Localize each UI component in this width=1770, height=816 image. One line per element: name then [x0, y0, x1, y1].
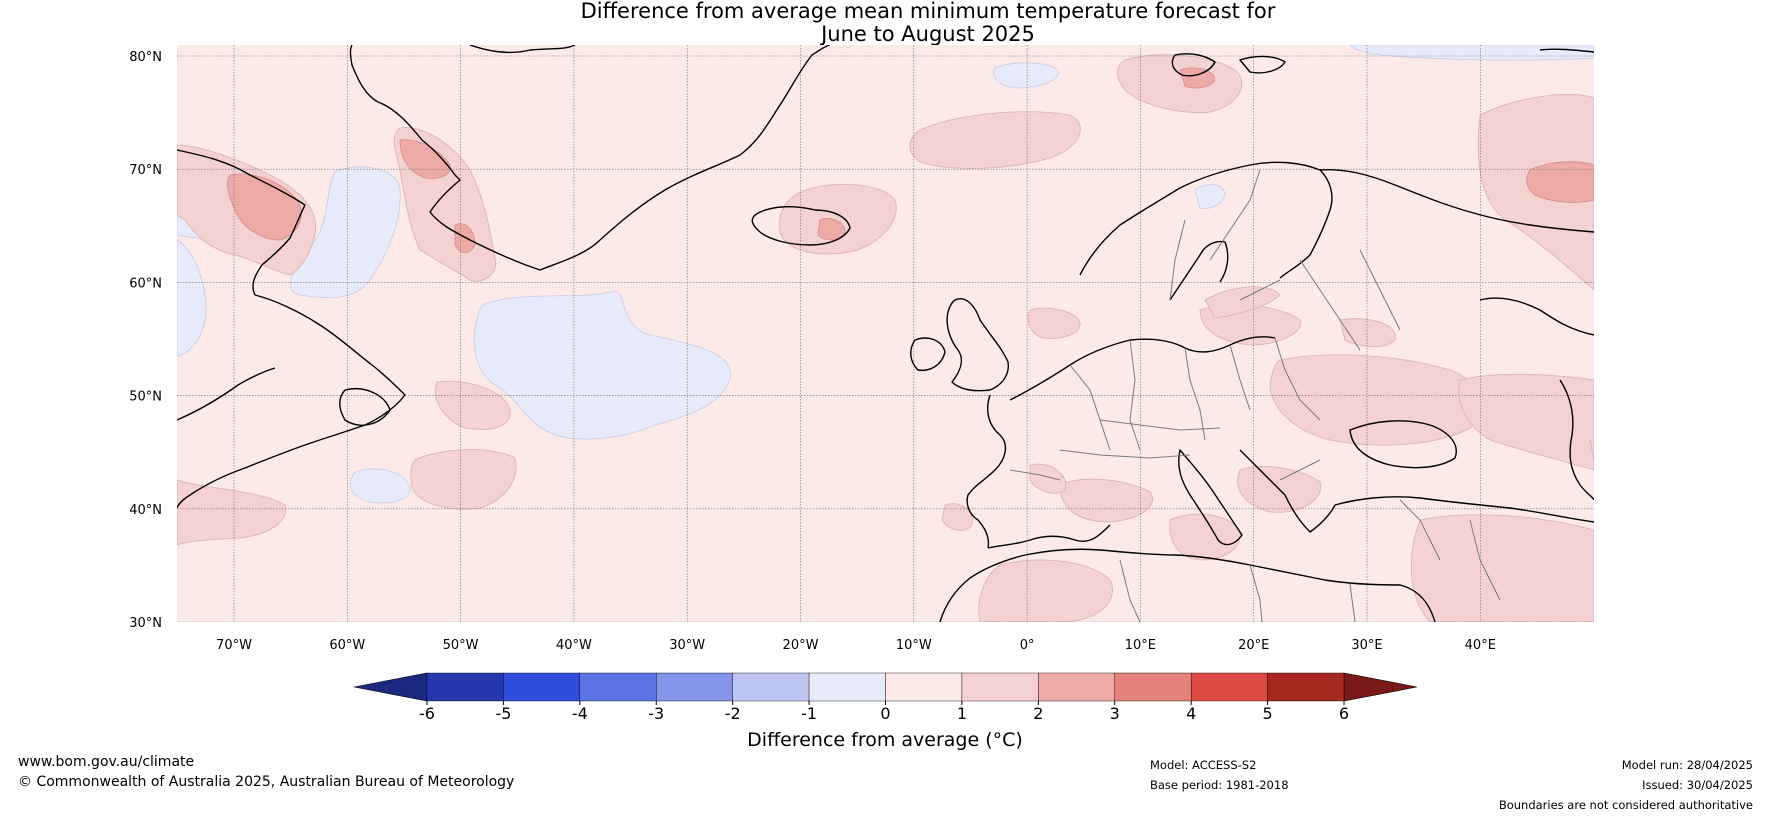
longitude-label: 70°W [216, 638, 252, 653]
coastlines [177, 45, 1594, 622]
colorbar-segment [885, 672, 963, 702]
website-link[interactable]: www.bom.gov.au/climate [18, 754, 195, 770]
longitude-label: 40°W [556, 638, 592, 653]
colorbar-segment [579, 672, 657, 702]
colorbar-segment [1114, 672, 1192, 702]
longitude-label: 20°W [783, 638, 819, 653]
colorbar-tick-label: -5 [495, 704, 511, 723]
colorbar-tick-label: -4 [572, 704, 588, 723]
colorbar-tick-label: -3 [648, 704, 664, 723]
longitude-label: 60°W [329, 638, 365, 653]
copyright-text: © Commonwealth of Australia 2025, Austra… [18, 774, 515, 790]
latitude-label: 30°N [129, 616, 162, 631]
colorbar-tick-label: -6 [419, 704, 435, 723]
anomaly-contours [177, 45, 1594, 622]
colorbar: -6 -5 -4 -3 -2 -1 0 1 2 3 4 5 6 [353, 672, 1418, 723]
base-period-text: Base period: 1981-2018 [1150, 778, 1289, 792]
longitude-labels: 70°W 60°W 50°W 40°W 30°W 20°W 10°W 0° 10°E 20°E 30… [216, 638, 1496, 653]
footer-right: Model run: 28/04/2025 Issued: 30/04/2025… [1499, 755, 1753, 815]
footer-model-info: Model: ACCESS-S2 Base period: 1981-2018 [1150, 755, 1289, 795]
colorbar-over-arrow [1343, 672, 1418, 702]
colorbar-under-arrow [353, 672, 428, 702]
latitude-label: 70°N [129, 163, 162, 178]
disclaimer-text: Boundaries are not considered authoritat… [1498, 798, 1753, 812]
title-line-1: Difference from average mean minimum tem… [580, 0, 1276, 23]
latitude-label: 40°N [129, 503, 162, 518]
colorbar-tick-label: 0 [880, 704, 890, 723]
country-boundaries [1009, 169, 1501, 622]
longitude-label: 40°E [1465, 638, 1496, 653]
footer-left: www.bom.gov.au/climate © Commonwealth of… [18, 752, 514, 792]
colorbar-label: Difference from average (°C) [747, 729, 1023, 751]
latitude-label: 80°N [129, 50, 162, 65]
latitude-label: 50°N [129, 390, 162, 405]
longitude-label: 50°W [443, 638, 479, 653]
model-run-text: Model run: 28/04/2025 [1621, 758, 1753, 772]
colorbar-tick-label: -2 [725, 704, 741, 723]
title-line-2: June to August 2025 [821, 22, 1035, 46]
longitude-label: 20°E [1238, 638, 1269, 653]
latitude-label: 60°N [129, 276, 162, 291]
cool-patch-labrador [290, 166, 401, 299]
colorbar-tick-label: 4 [1186, 704, 1196, 723]
cool-patch-atlantic [473, 290, 731, 440]
colorbar-tick-label: 1 [957, 704, 967, 723]
longitude-label: 10°W [896, 638, 932, 653]
issued-text: Issued: 30/04/2025 [1642, 778, 1753, 792]
colorbar-segment [426, 672, 504, 702]
cool-patch-north [993, 62, 1059, 89]
colorbar-segment [1038, 672, 1115, 702]
colorbar-segment [1190, 672, 1268, 702]
colorbar-tick-label: 2 [1033, 704, 1043, 723]
model-text: Model: ACCESS-S2 [1150, 758, 1257, 772]
longitude-label: 10°E [1125, 638, 1156, 653]
colorbar-tick-label: 3 [1110, 704, 1120, 723]
colorbar-tick-label: 6 [1339, 704, 1349, 723]
colorbar-segment [732, 672, 810, 702]
colorbar-tick-label: 5 [1262, 704, 1272, 723]
colorbar-segment [1267, 672, 1345, 702]
colorbar-tick-label: -1 [801, 704, 817, 723]
graticule [177, 45, 1594, 622]
colorbar-segment [503, 672, 581, 702]
colorbar-segment [808, 672, 886, 702]
longitude-label: 30°E [1351, 638, 1382, 653]
cool-patch-arctic [1349, 45, 1594, 61]
cool-patch-west [177, 239, 207, 357]
colorbar-segment [961, 672, 1039, 702]
latitude-labels: 80°N 70°N 60°N 50°N 40°N 30°N [129, 50, 162, 631]
cool-patch-south [350, 468, 411, 504]
longitude-label: 30°W [669, 638, 705, 653]
map-title: Difference from average mean minimum tem… [0, 0, 1770, 46]
colorbar-segment [656, 672, 733, 702]
longitude-label: 0° [1020, 638, 1035, 653]
cool-patch-norway [1194, 184, 1226, 209]
